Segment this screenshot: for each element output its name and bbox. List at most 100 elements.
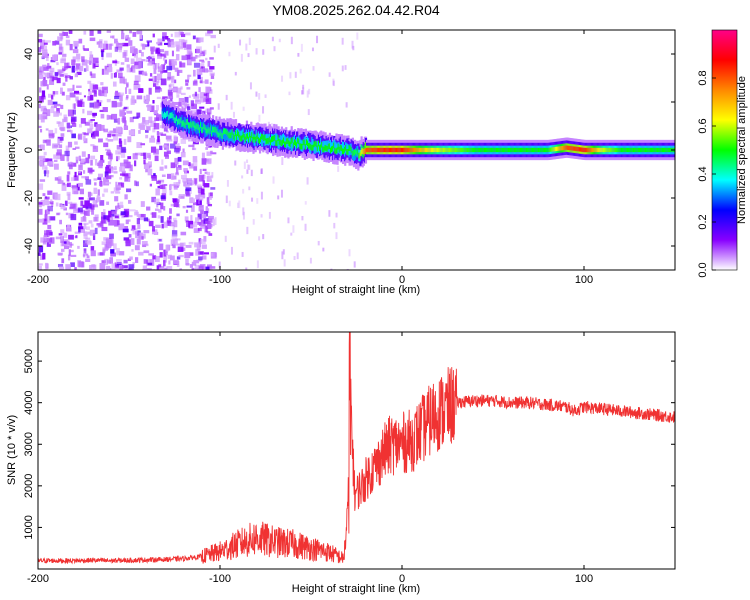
noise-cell bbox=[83, 223, 87, 230]
noise-cell bbox=[174, 67, 179, 72]
noise-cell bbox=[110, 191, 115, 194]
noise-cell bbox=[304, 223, 307, 231]
noise-cell bbox=[50, 237, 55, 244]
noise-cell bbox=[199, 80, 203, 84]
noise-cell bbox=[182, 194, 186, 197]
noise-cell bbox=[122, 107, 127, 111]
noise-cell bbox=[169, 255, 175, 261]
noise-cell bbox=[74, 171, 77, 178]
noise-cell bbox=[60, 33, 64, 40]
noise-cell bbox=[148, 87, 152, 95]
noise-cell bbox=[200, 223, 207, 229]
noise-cell bbox=[116, 259, 122, 265]
noise-cell bbox=[125, 95, 129, 99]
noise-cell bbox=[176, 213, 180, 217]
noise-cell bbox=[125, 239, 131, 247]
noise-cell bbox=[130, 228, 135, 231]
noise-cell bbox=[178, 254, 184, 258]
noise-cell bbox=[66, 174, 70, 182]
noise-cell bbox=[200, 66, 204, 69]
noise-cell bbox=[157, 38, 163, 45]
noise-cell bbox=[127, 136, 132, 143]
noise-cell bbox=[75, 63, 81, 70]
noise-cell bbox=[38, 218, 44, 223]
noise-cell bbox=[228, 51, 231, 57]
noise-cell bbox=[356, 32, 359, 40]
noise-cell bbox=[54, 193, 61, 201]
noise-cell bbox=[100, 49, 105, 53]
noise-cell bbox=[206, 197, 210, 205]
noise-cell bbox=[114, 196, 119, 202]
noise-cell bbox=[72, 187, 78, 195]
noise-cell bbox=[140, 152, 145, 156]
noise-cell bbox=[110, 252, 116, 257]
noise-cell bbox=[154, 85, 161, 93]
noise-cell bbox=[149, 73, 153, 77]
noise-cell bbox=[121, 32, 125, 40]
noise-cell bbox=[42, 139, 47, 144]
noise-cell bbox=[163, 256, 167, 263]
noise-cell bbox=[185, 209, 189, 213]
noise-cell bbox=[42, 49, 48, 57]
noise-cell bbox=[66, 191, 71, 196]
noise-cell bbox=[170, 162, 176, 169]
noise-cell bbox=[56, 153, 61, 160]
noise-cell bbox=[79, 228, 86, 233]
noise-cell bbox=[50, 70, 54, 76]
noise-cell bbox=[106, 150, 111, 156]
noise-cell bbox=[352, 45, 355, 51]
noise-cell bbox=[189, 264, 194, 268]
noise-cell bbox=[158, 239, 162, 242]
noise-cell bbox=[182, 205, 186, 209]
noise-cell bbox=[175, 238, 181, 241]
noise-cell bbox=[201, 152, 205, 159]
noise-cell bbox=[65, 145, 70, 153]
noise-cell bbox=[159, 252, 163, 258]
noise-cell bbox=[167, 72, 172, 79]
noise-cell bbox=[185, 220, 189, 223]
noise-cell bbox=[83, 135, 86, 141]
noise-cell bbox=[175, 143, 180, 147]
noise-cell bbox=[121, 30, 124, 34]
noise-cell bbox=[230, 246, 233, 255]
noise-cell bbox=[41, 90, 46, 98]
noise-cell bbox=[247, 53, 250, 58]
noise-cell bbox=[207, 108, 212, 115]
noise-cell bbox=[99, 109, 104, 113]
noise-cell bbox=[207, 203, 213, 207]
noise-cell bbox=[135, 57, 142, 64]
noise-cell bbox=[209, 107, 214, 110]
noise-cell bbox=[83, 210, 90, 216]
noise-cell bbox=[72, 56, 76, 63]
noise-cell bbox=[180, 151, 186, 158]
snr-y-ticks: 1000 2000 3000 4000 5000 bbox=[23, 349, 675, 540]
noise-cell bbox=[176, 94, 180, 98]
noise-cell bbox=[162, 32, 167, 39]
noise-cell bbox=[54, 128, 58, 134]
noise-cell bbox=[126, 83, 129, 88]
x-tick-label: -100 bbox=[209, 274, 231, 286]
noise-cell bbox=[115, 264, 120, 267]
noise-cell bbox=[72, 109, 76, 115]
noise-cell bbox=[46, 242, 51, 247]
noise-cell bbox=[187, 60, 192, 64]
noise-cell bbox=[194, 178, 197, 186]
noise-cell bbox=[186, 48, 192, 55]
noise-cell bbox=[234, 160, 237, 166]
snr-series-line bbox=[38, 332, 675, 565]
noise-cell bbox=[148, 60, 155, 64]
noise-cell bbox=[103, 215, 107, 220]
noise-cell bbox=[199, 59, 205, 62]
noise-cell bbox=[115, 155, 120, 160]
noise-cell bbox=[70, 243, 74, 246]
noise-cell bbox=[115, 187, 120, 191]
noise-cell bbox=[256, 260, 259, 269]
noise-cell bbox=[101, 226, 108, 232]
noise-cell bbox=[40, 115, 45, 123]
noise-cell bbox=[105, 137, 108, 141]
noise-cell bbox=[160, 133, 167, 136]
noise-cell bbox=[38, 47, 42, 53]
noise-cell bbox=[81, 176, 86, 179]
noise-cell bbox=[144, 44, 150, 48]
